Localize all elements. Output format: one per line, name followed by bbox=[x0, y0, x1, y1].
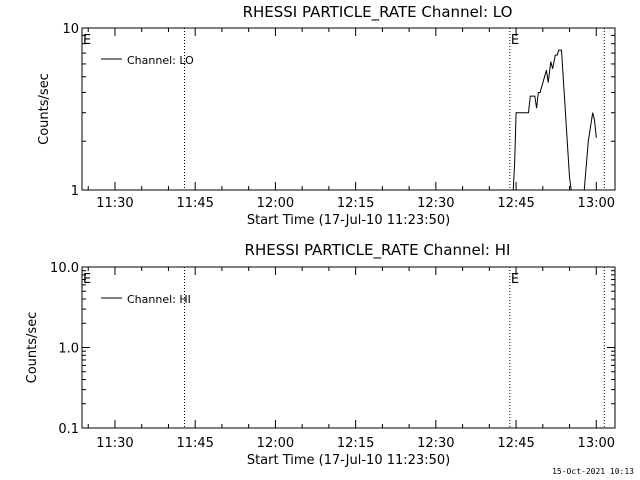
x-tick-label: 12:45 bbox=[497, 196, 534, 211]
data-line bbox=[512, 49, 597, 190]
x-tick-label: 12:30 bbox=[417, 196, 454, 211]
y-tick-label: 0.1 bbox=[58, 422, 79, 437]
panel-1: 11:30 11:45 12:00 12:15 12:30 12:45 13:00 1 10 E E… bbox=[37, 3, 616, 228]
x-tick-label: 12:30 bbox=[417, 436, 454, 451]
x-tick-label: 11:30 bbox=[96, 436, 133, 451]
y-axis-label: Counts/sec bbox=[37, 73, 52, 145]
footer-timestamp: 15-Oct-2021 10:13 bbox=[552, 467, 634, 476]
y-axis-label: Counts/sec bbox=[25, 312, 40, 384]
x-tick-label: 11:30 bbox=[96, 196, 133, 211]
event-marker-label: E bbox=[511, 272, 519, 287]
edge-marker-label: E bbox=[83, 272, 91, 287]
chart-title: RHESSI PARTICLE_RATE Channel: LO bbox=[243, 3, 513, 22]
edge-marker-label: E bbox=[83, 33, 91, 48]
legend-label: Channel: LO bbox=[127, 54, 194, 67]
event-marker-label: E bbox=[511, 33, 519, 48]
plot-frame bbox=[81, 27, 616, 191]
y-tick-label: 10.0 bbox=[50, 261, 79, 276]
x-tick-label: 13:00 bbox=[578, 436, 615, 451]
x-tick-label: 12:15 bbox=[337, 196, 374, 211]
x-tick-label: 12:00 bbox=[257, 436, 294, 451]
x-tick-label: 11:45 bbox=[176, 436, 213, 451]
plot-frame bbox=[81, 266, 616, 429]
x-tick-label: 12:45 bbox=[497, 436, 534, 451]
x-tick-label: 12:00 bbox=[257, 196, 294, 211]
x-tick-label: 11:45 bbox=[176, 196, 213, 211]
x-axis-label: Start Time (17-Jul-10 11:23:50) bbox=[247, 453, 450, 468]
chart-title: RHESSI PARTICLE_RATE Channel: HI bbox=[245, 241, 511, 260]
panel-2: 11:30 11:45 12:00 12:15 12:30 12:45 13:00 0.1 1.… bbox=[25, 241, 616, 468]
y-tick-label: 1.0 bbox=[58, 342, 79, 357]
legend-label: Channel: HI bbox=[127, 293, 191, 306]
x-tick-label: 12:15 bbox=[337, 436, 374, 451]
y-tick-label: 10 bbox=[62, 22, 79, 37]
y-tick-label: 1 bbox=[71, 184, 79, 199]
x-axis-label: Start Time (17-Jul-10 11:23:50) bbox=[247, 213, 450, 228]
x-tick-label: 13:00 bbox=[578, 196, 615, 211]
